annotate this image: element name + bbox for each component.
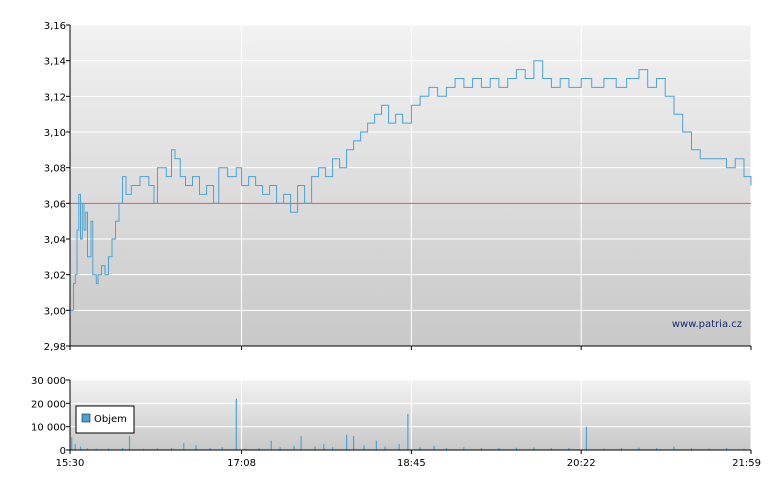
x-tick-label: 21:59 [732,458,761,469]
price-y-axis: 2,98 3,00 3,02 3,04 3,06 3,08 3,10 3,12 3,14 3,16 [44,21,70,353]
price-y-tick-label: 3,06 [44,199,66,210]
price-series-line [70,60,752,311]
price-plot-area [70,25,751,346]
x-tick-label: 20:22 [567,458,596,469]
x-tick-label: 18:45 [397,458,426,469]
price-y-tick-label: 3,16 [44,21,66,32]
price-y-tick-label: 3,02 [44,271,66,282]
volume-y-tick-label: 10 000 [31,423,66,434]
price-panel: 2,98 3,00 3,02 3,04 3,06 3,08 3,10 3,12 3,14 3,16… [44,21,752,353]
x-tick-label: 17:08 [227,458,256,469]
price-y-tick-label: 3,12 [44,92,66,103]
volume-y-tick-label: 20 000 [31,399,66,410]
volume-y-tick-label: 0 [60,446,66,457]
price-y-tick-label: 3,00 [44,306,66,317]
volume-legend: Objem [75,405,135,434]
volume-y-axis: 0 10 000 20 000 30 000 [31,376,70,457]
legend-swatch [81,413,91,423]
price-y-tick-label: 3,10 [44,128,66,139]
x-axis: 15:30 17:08 18:45 20:22 21:59 [56,450,761,469]
price-y-tick-label: 3,08 [44,164,66,175]
x-tick-label: 15:30 [56,458,85,469]
volume-plot-area [70,380,751,450]
price-y-tick-label: 3,04 [44,235,66,246]
legend-label: Objem [94,414,127,425]
price-y-tick-label: 3,14 [44,57,66,68]
watermark-text: www.patria.cz [672,319,742,330]
price-x-axis-ticks [69,346,752,350]
volume-panel: 0 10 000 20 000 30 000 15:30 17:08 18:45 20:22… [31,376,761,469]
price-y-tick-label: 2,98 [44,342,66,353]
volume-y-tick-label: 30 000 [31,376,66,387]
